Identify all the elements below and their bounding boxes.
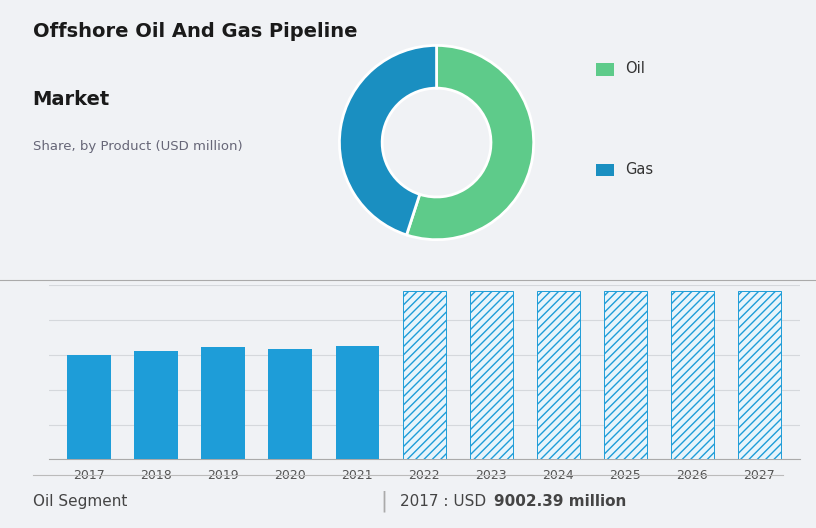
Bar	[596, 164, 614, 176]
Text: |: |	[380, 491, 387, 512]
Text: Oil: Oil	[625, 61, 645, 76]
Bar	[469, 291, 513, 459]
Bar	[202, 347, 245, 459]
Text: 2017 : USD: 2017 : USD	[400, 494, 491, 509]
Bar	[135, 351, 178, 459]
Bar	[268, 349, 312, 459]
Text: Gas: Gas	[625, 162, 653, 177]
Bar	[68, 355, 111, 459]
Bar	[671, 291, 714, 459]
Text: Market: Market	[33, 90, 110, 109]
Bar	[604, 291, 647, 459]
Text: 9002.39 million: 9002.39 million	[494, 494, 626, 509]
Bar	[596, 63, 614, 76]
Bar	[738, 291, 781, 459]
Bar	[537, 291, 580, 459]
Wedge shape	[406, 45, 534, 240]
Bar	[335, 346, 379, 459]
Text: Share, by Product (USD million): Share, by Product (USD million)	[33, 140, 242, 153]
Text: Oil Segment: Oil Segment	[33, 494, 127, 509]
Bar	[402, 291, 446, 459]
Text: Offshore Oil And Gas Pipeline: Offshore Oil And Gas Pipeline	[33, 22, 357, 41]
Wedge shape	[339, 45, 437, 235]
